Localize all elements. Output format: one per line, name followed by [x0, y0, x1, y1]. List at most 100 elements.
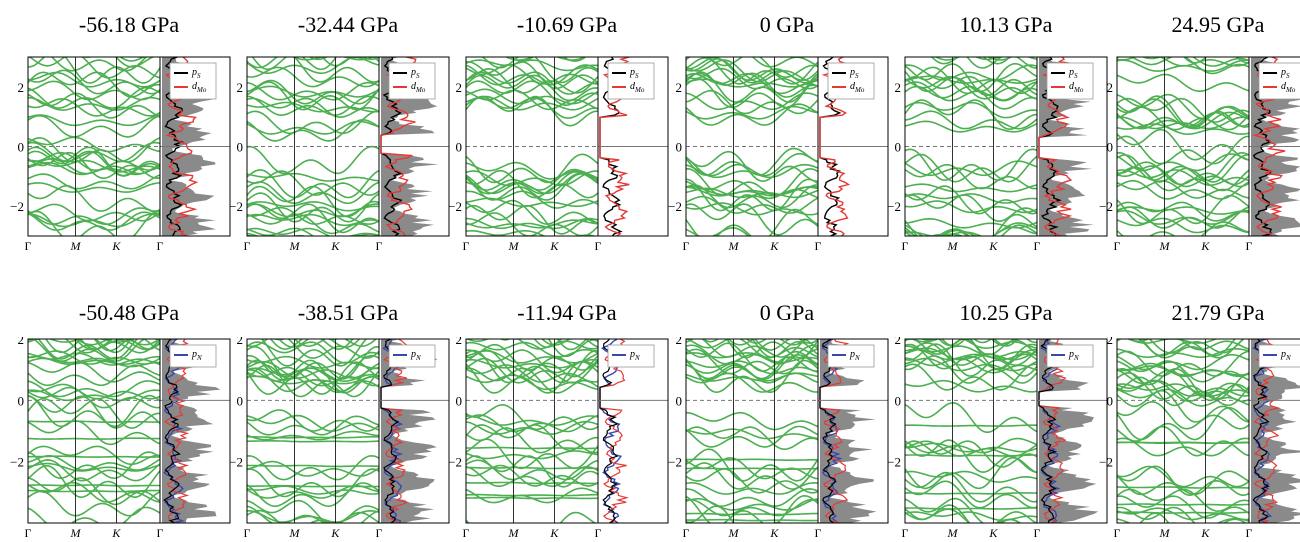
y-tick-label: 2	[456, 80, 463, 95]
legend: pN	[1046, 344, 1094, 368]
band-line	[1117, 517, 1249, 523]
y-tick-label: 2	[237, 80, 244, 95]
band-line	[905, 363, 1037, 391]
band-line	[1117, 441, 1249, 444]
band-line	[686, 58, 818, 84]
x-tick-label: Γ	[1034, 526, 1041, 540]
band-line	[247, 482, 379, 508]
band-line	[466, 339, 598, 350]
y-tick-label: −2	[229, 199, 243, 214]
y-tick-label: 0	[18, 140, 25, 155]
band-line	[1117, 465, 1249, 497]
band-line	[28, 380, 160, 398]
band-line	[905, 110, 1037, 130]
dos-frame	[1036, 56, 1108, 237]
band-line	[686, 208, 818, 236]
x-tick-label: M	[508, 239, 520, 253]
band-line	[1117, 506, 1247, 523]
band-line	[686, 150, 818, 183]
band-line	[466, 427, 598, 454]
panel-title: 10.13 GPa	[959, 12, 1053, 37]
band-line	[686, 89, 818, 115]
y-tick-label: 2	[895, 80, 902, 95]
band-line	[247, 345, 379, 380]
band-line	[1117, 470, 1249, 496]
x-tick-label: Γ	[244, 526, 251, 540]
band-line	[466, 219, 598, 229]
x-tick-label: M	[70, 239, 82, 253]
band-line	[905, 437, 1037, 454]
band-line	[905, 347, 1037, 361]
band-line	[905, 85, 1037, 110]
band-line	[247, 464, 379, 468]
band-line	[75, 339, 160, 346]
band-dos-panel: pN 2 0 −2 Γ M K Γ	[448, 337, 669, 540]
band-line	[1117, 128, 1249, 161]
y-tick-label: 0	[676, 140, 683, 155]
x-tick-label: Γ	[683, 526, 690, 540]
band-line	[28, 490, 160, 517]
band-line	[686, 57, 818, 85]
band-line	[686, 71, 818, 103]
band-line	[905, 224, 1037, 236]
band-line	[44, 339, 132, 354]
band-line	[929, 234, 949, 236]
band-line	[941, 339, 1019, 347]
band-line	[28, 173, 160, 190]
x-tick-label: Γ	[1246, 239, 1253, 253]
band-line	[1141, 57, 1249, 67]
dos-plot	[380, 339, 438, 523]
y-tick-label: 2	[18, 80, 25, 95]
band-line	[1117, 201, 1249, 222]
band-line	[247, 339, 379, 359]
band-line	[1117, 59, 1249, 72]
band-lines	[28, 339, 160, 523]
x-tick-label: Γ	[25, 239, 32, 253]
band-line	[247, 213, 379, 235]
dos-frame	[597, 56, 669, 237]
band-line	[466, 60, 598, 90]
band-line	[745, 339, 818, 344]
band-line	[466, 364, 598, 383]
band-line	[466, 424, 598, 452]
band-line	[28, 383, 160, 400]
pdos-curve	[1038, 339, 1067, 523]
x-tick-label: Γ	[376, 526, 383, 540]
band-line	[466, 487, 598, 504]
band-line	[1117, 486, 1249, 489]
band-line	[1117, 507, 1249, 521]
band-line	[905, 492, 1037, 495]
band-line	[905, 217, 1037, 229]
dos-frame	[817, 338, 889, 524]
pdos-curve	[819, 339, 850, 523]
band-line	[247, 468, 379, 498]
band-line	[28, 451, 160, 480]
band-line	[905, 440, 1037, 457]
x-tick-label: Γ	[463, 526, 470, 540]
total-dos-fill	[381, 339, 438, 523]
band-line	[1117, 206, 1249, 229]
band-line	[686, 512, 818, 516]
y-tick-label: 2	[1107, 337, 1114, 347]
band-line	[905, 471, 1037, 503]
band-lines	[247, 57, 379, 236]
band-line	[466, 169, 598, 199]
band-line	[28, 114, 160, 138]
band-line	[1117, 503, 1249, 506]
band-line	[686, 92, 818, 111]
band-line	[966, 57, 1037, 69]
band-line	[28, 394, 160, 428]
x-tick-label: Γ	[595, 239, 602, 253]
band-line	[1117, 57, 1249, 75]
y-tick-label: −2	[448, 199, 462, 214]
band-line	[466, 450, 598, 460]
band-line	[686, 103, 818, 126]
band-line	[466, 217, 598, 230]
panel-title: 10.25 GPa	[959, 300, 1053, 325]
band-dos-panel: pN 2 0 −2 Γ M K Γ	[1099, 337, 1300, 540]
band-line	[28, 395, 160, 429]
